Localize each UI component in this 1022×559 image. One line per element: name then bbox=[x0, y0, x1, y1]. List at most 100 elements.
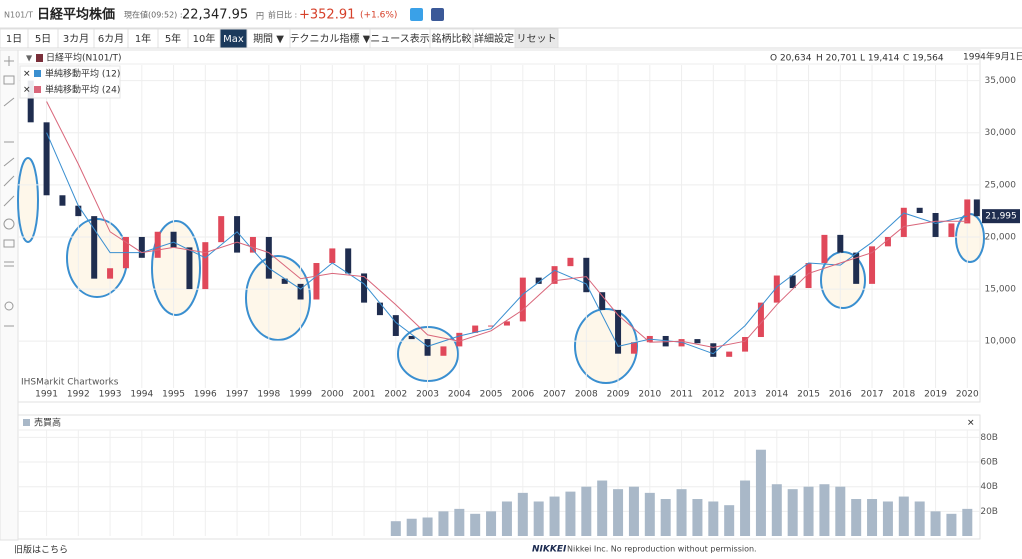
y-tick-label: 60B bbox=[980, 458, 998, 468]
ohlc-close: C 19,564 bbox=[903, 54, 944, 64]
toolbar-label[interactable]: 銘柄比較 bbox=[432, 32, 472, 45]
volume-bar bbox=[867, 499, 878, 536]
x-tick-label: 1999 bbox=[289, 390, 312, 400]
y-tick-label: 40B bbox=[980, 482, 998, 492]
price-label: 現在値(09:52) : bbox=[124, 10, 183, 20]
x-tick-label: 1994 bbox=[130, 390, 153, 400]
candle bbox=[742, 337, 749, 352]
toolbar-label[interactable]: 5日 bbox=[35, 34, 51, 45]
candle bbox=[869, 246, 876, 284]
price-layer: 1991 1992 1993 1994 1995 1996 1997 1998 1999 2000… bbox=[18, 65, 1020, 400]
twitter-icon[interactable] bbox=[410, 8, 423, 21]
candle bbox=[662, 335, 669, 347]
header-bar bbox=[0, 0, 1022, 28]
x-tick-label: 2012 bbox=[702, 390, 725, 400]
toolbar-label[interactable]: 詳細設定 bbox=[474, 32, 514, 45]
candle bbox=[773, 275, 780, 303]
candle bbox=[456, 332, 463, 347]
candle bbox=[948, 223, 955, 237]
toolbar-label[interactable]: テクニカル指標 ▼ bbox=[290, 32, 371, 45]
toolbar-label[interactable]: ニュース表示 bbox=[370, 32, 430, 45]
price-unit: 円 bbox=[256, 12, 264, 21]
y-tick-label: 35,000 bbox=[985, 76, 1017, 86]
brand: NIKKEI bbox=[532, 545, 567, 555]
x-tick-label: 2013 bbox=[734, 390, 757, 400]
candle bbox=[234, 216, 241, 253]
tool[interactable] bbox=[3, 175, 15, 187]
candle bbox=[710, 343, 717, 357]
candle bbox=[281, 278, 288, 284]
volume-bar bbox=[787, 489, 798, 536]
candle bbox=[107, 268, 114, 279]
volume-layer: 20B 40B 60B 80B bbox=[18, 430, 998, 536]
x-tick-label: 2001 bbox=[353, 390, 376, 400]
volume-title: 売買高 bbox=[34, 417, 61, 429]
candle bbox=[265, 236, 272, 279]
volume-bar bbox=[692, 499, 703, 536]
volume-bar bbox=[517, 492, 528, 536]
candle bbox=[202, 242, 209, 290]
toolbar-label[interactable]: 1日 bbox=[6, 34, 22, 45]
candle bbox=[551, 266, 558, 284]
y-tick-label: 80B bbox=[980, 433, 998, 443]
y-tick-label: 20,000 bbox=[985, 232, 1017, 242]
candle bbox=[503, 321, 510, 326]
candle bbox=[932, 212, 939, 237]
candle bbox=[392, 315, 399, 336]
candle bbox=[973, 199, 980, 217]
change: +352.91 bbox=[299, 8, 355, 23]
toolbar-label[interactable]: 10年 bbox=[193, 32, 216, 45]
tool[interactable] bbox=[3, 75, 15, 85]
x-tick-label: 1997 bbox=[226, 390, 249, 400]
candle bbox=[615, 309, 622, 354]
candle bbox=[249, 236, 256, 253]
toolbar-label[interactable]: Max bbox=[223, 34, 244, 45]
tool[interactable] bbox=[4, 301, 14, 311]
tool-icons bbox=[3, 56, 15, 327]
candle bbox=[726, 351, 733, 357]
annotations bbox=[17, 157, 985, 384]
tool[interactable] bbox=[3, 97, 15, 107]
highlight-ellipse bbox=[574, 308, 638, 384]
volume-bar bbox=[533, 501, 544, 536]
x-tick-label: 1993 bbox=[99, 390, 122, 400]
y-tick-label: 15,000 bbox=[985, 285, 1017, 295]
x-tick-label: 1995 bbox=[162, 390, 185, 400]
candle bbox=[678, 339, 685, 347]
toolbar-label[interactable]: リセット bbox=[517, 33, 557, 45]
toolbar-label[interactable]: 5年 bbox=[165, 32, 181, 45]
candle bbox=[535, 277, 542, 284]
legend-remove[interactable]: ✕ bbox=[23, 86, 31, 96]
dropdown[interactable]: ▼ bbox=[26, 54, 33, 63]
x-tick-label: 2008 bbox=[575, 390, 598, 400]
candle bbox=[297, 283, 304, 300]
tool[interactable] bbox=[3, 157, 15, 167]
price: 22,347.95 bbox=[182, 8, 248, 23]
close-button[interactable]: ✕ bbox=[967, 419, 975, 429]
x-tick-label: 1991 bbox=[35, 390, 58, 400]
candle bbox=[218, 216, 225, 243]
source: IHSMarkit Chartworks bbox=[21, 378, 119, 388]
volume-bar bbox=[851, 499, 862, 536]
x-tick-label: 2016 bbox=[829, 390, 852, 400]
facebook-icon[interactable] bbox=[431, 8, 444, 21]
price-panel bbox=[17, 49, 981, 403]
title: 日経平均株価 bbox=[37, 7, 115, 23]
old-version-link[interactable]: 旧版はこちら bbox=[14, 544, 68, 556]
x-tick-label: 2005 bbox=[480, 390, 503, 400]
legend-swatch bbox=[34, 86, 41, 93]
toolbar-label[interactable]: 3カ月 bbox=[63, 33, 89, 45]
x-tick-label: 2017 bbox=[861, 390, 884, 400]
tool[interactable] bbox=[3, 239, 15, 248]
volume-bar bbox=[803, 486, 814, 536]
tool[interactable] bbox=[3, 195, 15, 207]
x-tick-label: 2011 bbox=[670, 390, 693, 400]
toolbar-label[interactable]: 1年 bbox=[135, 32, 151, 45]
tool[interactable] bbox=[3, 218, 15, 230]
toolbar-label[interactable]: 期間 ▼ bbox=[253, 33, 284, 45]
candle bbox=[583, 257, 590, 293]
legend-remove[interactable]: ✕ bbox=[23, 70, 31, 80]
series-name: 日経平均(N101/T) bbox=[46, 52, 121, 64]
toolbar-label[interactable]: 6カ月 bbox=[98, 33, 124, 45]
